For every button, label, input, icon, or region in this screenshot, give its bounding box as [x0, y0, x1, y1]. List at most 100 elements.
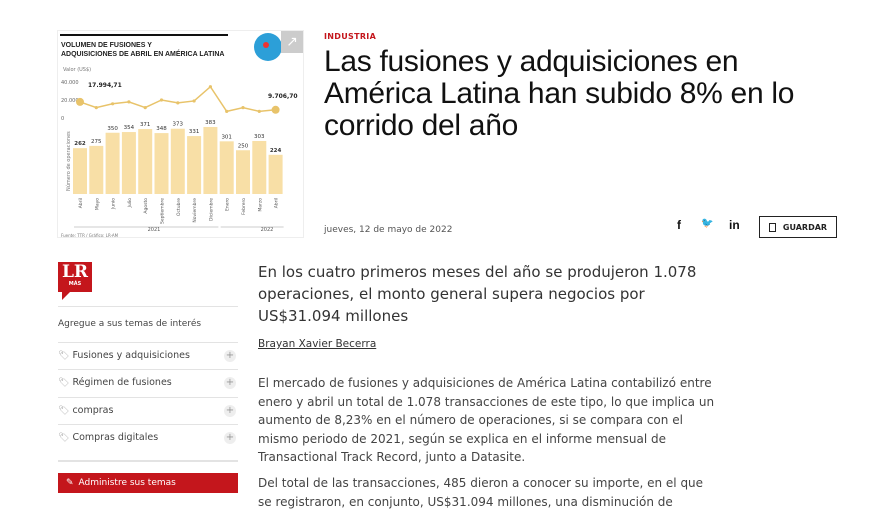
bar-data-label: 301 — [221, 134, 232, 140]
manage-label: Administre sus temas — [78, 478, 176, 488]
topic-label: Compras digitales — [72, 432, 159, 443]
chart-source: Fuente: TTR / Gráfico: LR-AM — [61, 233, 119, 238]
divider — [58, 460, 238, 462]
bar-data-label: 348 — [156, 126, 167, 132]
x-tick-label: Agosto — [143, 198, 149, 214]
category-label[interactable]: INDUSTRIA — [324, 32, 377, 41]
tag-icon: 🏷 — [58, 377, 70, 388]
line-point — [176, 101, 180, 105]
topic-item[interactable]: 🏷 compras + — [58, 397, 238, 424]
x-tick-label: Diciembre — [208, 198, 214, 221]
topic-item[interactable]: 🏷 Fusiones y adquisiciones + — [58, 342, 238, 369]
line-point — [111, 102, 115, 106]
line-point — [208, 85, 212, 89]
plus-icon[interactable]: + — [224, 376, 236, 389]
divider — [58, 342, 238, 343]
bar — [219, 141, 234, 194]
bar — [252, 140, 267, 194]
save-button[interactable]: GUARDAR — [759, 216, 837, 238]
plus-icon[interactable]: + — [224, 431, 236, 444]
bar-data-label: 303 — [254, 134, 265, 140]
save-label: GUARDAR — [782, 222, 828, 232]
line-point — [94, 106, 98, 110]
article-paragraph: Del total de las transacciones, 485 dier… — [258, 476, 704, 509]
x-tick-label: Abril — [274, 198, 280, 208]
bar-data-label: 371 — [140, 122, 151, 128]
bar — [89, 145, 104, 194]
bar-data-label: 373 — [173, 122, 184, 128]
publish-date: jueves, 12 de mayo de 2022 — [324, 225, 453, 235]
bar — [236, 150, 250, 194]
title-rule — [60, 34, 228, 36]
manage-topics-button[interactable]: ✎ Administre sus temas — [58, 473, 238, 493]
line-data-label: 9.706,70 — [268, 93, 298, 100]
line-point — [192, 99, 196, 103]
pencil-icon: ✎ — [66, 478, 74, 488]
article-paragraph: El mercado de fusiones y adquisiciones d… — [258, 376, 715, 465]
line-point — [159, 98, 164, 102]
x-tick-label: Mayo — [94, 198, 100, 210]
tag-icon: 🏷 — [58, 432, 70, 443]
x-tick-label: Julio — [127, 198, 133, 209]
value-line — [79, 85, 276, 113]
topic-item[interactable]: 🏷 Régimen de fusiones + — [58, 369, 238, 396]
x-tick-label: Enero — [225, 198, 231, 211]
x-tick-label: Noviembre — [192, 198, 198, 223]
twitter-icon[interactable]: 🐦 — [701, 218, 714, 229]
logo-text: LR — [61, 262, 89, 282]
bar-data-label: 354 — [124, 125, 135, 131]
bar-data-label: 275 — [91, 139, 102, 145]
x-tick-label: Abril — [78, 198, 84, 208]
bookmark-icon — [768, 222, 776, 232]
article-image[interactable]: VOLUMEN DE FUSIONES Y ADQUISICIONES DE AB… — [57, 30, 304, 238]
x-tick-label: Octubre — [176, 198, 182, 216]
author-link[interactable]: Brayan Xavier Becerra — [258, 338, 377, 350]
logo-sub: MÁS — [68, 281, 82, 287]
divider — [58, 306, 238, 307]
bar-data-label: 350 — [107, 126, 118, 132]
bar-data-label: 262 — [74, 141, 86, 147]
line-data-label: 17.994,71 — [88, 82, 122, 89]
year-label: 2021 — [148, 227, 161, 233]
article-lead: En los cuatro primeros meses del año se … — [258, 263, 697, 325]
line-point — [257, 109, 261, 113]
divider — [58, 369, 238, 370]
bar-data-label: 224 — [270, 148, 282, 154]
line-point — [241, 106, 245, 110]
bar-data-label: 250 — [238, 143, 249, 149]
line-point — [225, 109, 229, 113]
bar-axis-label: Número de operaciones — [65, 131, 72, 191]
x-tick-label: Marzo — [257, 198, 263, 212]
plus-icon[interactable]: + — [224, 404, 236, 417]
tag-icon: 🏷 — [58, 350, 70, 361]
bar — [170, 128, 185, 194]
tag-icon: 🏷 — [58, 405, 70, 416]
divider — [58, 397, 238, 398]
bar-data-label: 383 — [205, 120, 216, 126]
arrow-up-right-icon[interactable]: ↗ — [281, 31, 303, 53]
divider — [58, 424, 238, 425]
line-axis-label: Valor (US$) — [63, 67, 91, 73]
year-label: 2022 — [261, 227, 274, 233]
bar — [187, 136, 202, 194]
bar — [121, 132, 136, 194]
chart-title: VOLUMEN DE FUSIONES Y — [61, 42, 152, 49]
plus-icon[interactable]: + — [224, 349, 236, 362]
line-tick: 40.000 — [61, 80, 79, 86]
linkedin-icon[interactable]: in — [729, 218, 740, 232]
headline: Las fusiones y adquisiciones en América … — [324, 45, 795, 142]
bar — [73, 148, 87, 194]
line-point — [76, 97, 84, 106]
line-point — [271, 105, 280, 114]
bar — [154, 133, 169, 194]
x-tick-label: Septiembre — [160, 198, 166, 224]
line-tick: 0 — [61, 116, 64, 122]
lr-mas-logo[interactable]: LR MÁS — [58, 262, 92, 300]
topics-heading: Agregue a sus temas de interés — [58, 319, 202, 329]
x-tick-label: Junio — [111, 198, 117, 210]
facebook-icon[interactable]: f — [677, 218, 681, 232]
topic-label: Régimen de fusiones — [72, 377, 172, 388]
topic-label: Fusiones y adquisiciones — [72, 350, 190, 361]
topic-item[interactable]: 🏷 Compras digitales + — [58, 424, 238, 451]
line-point — [143, 106, 147, 110]
